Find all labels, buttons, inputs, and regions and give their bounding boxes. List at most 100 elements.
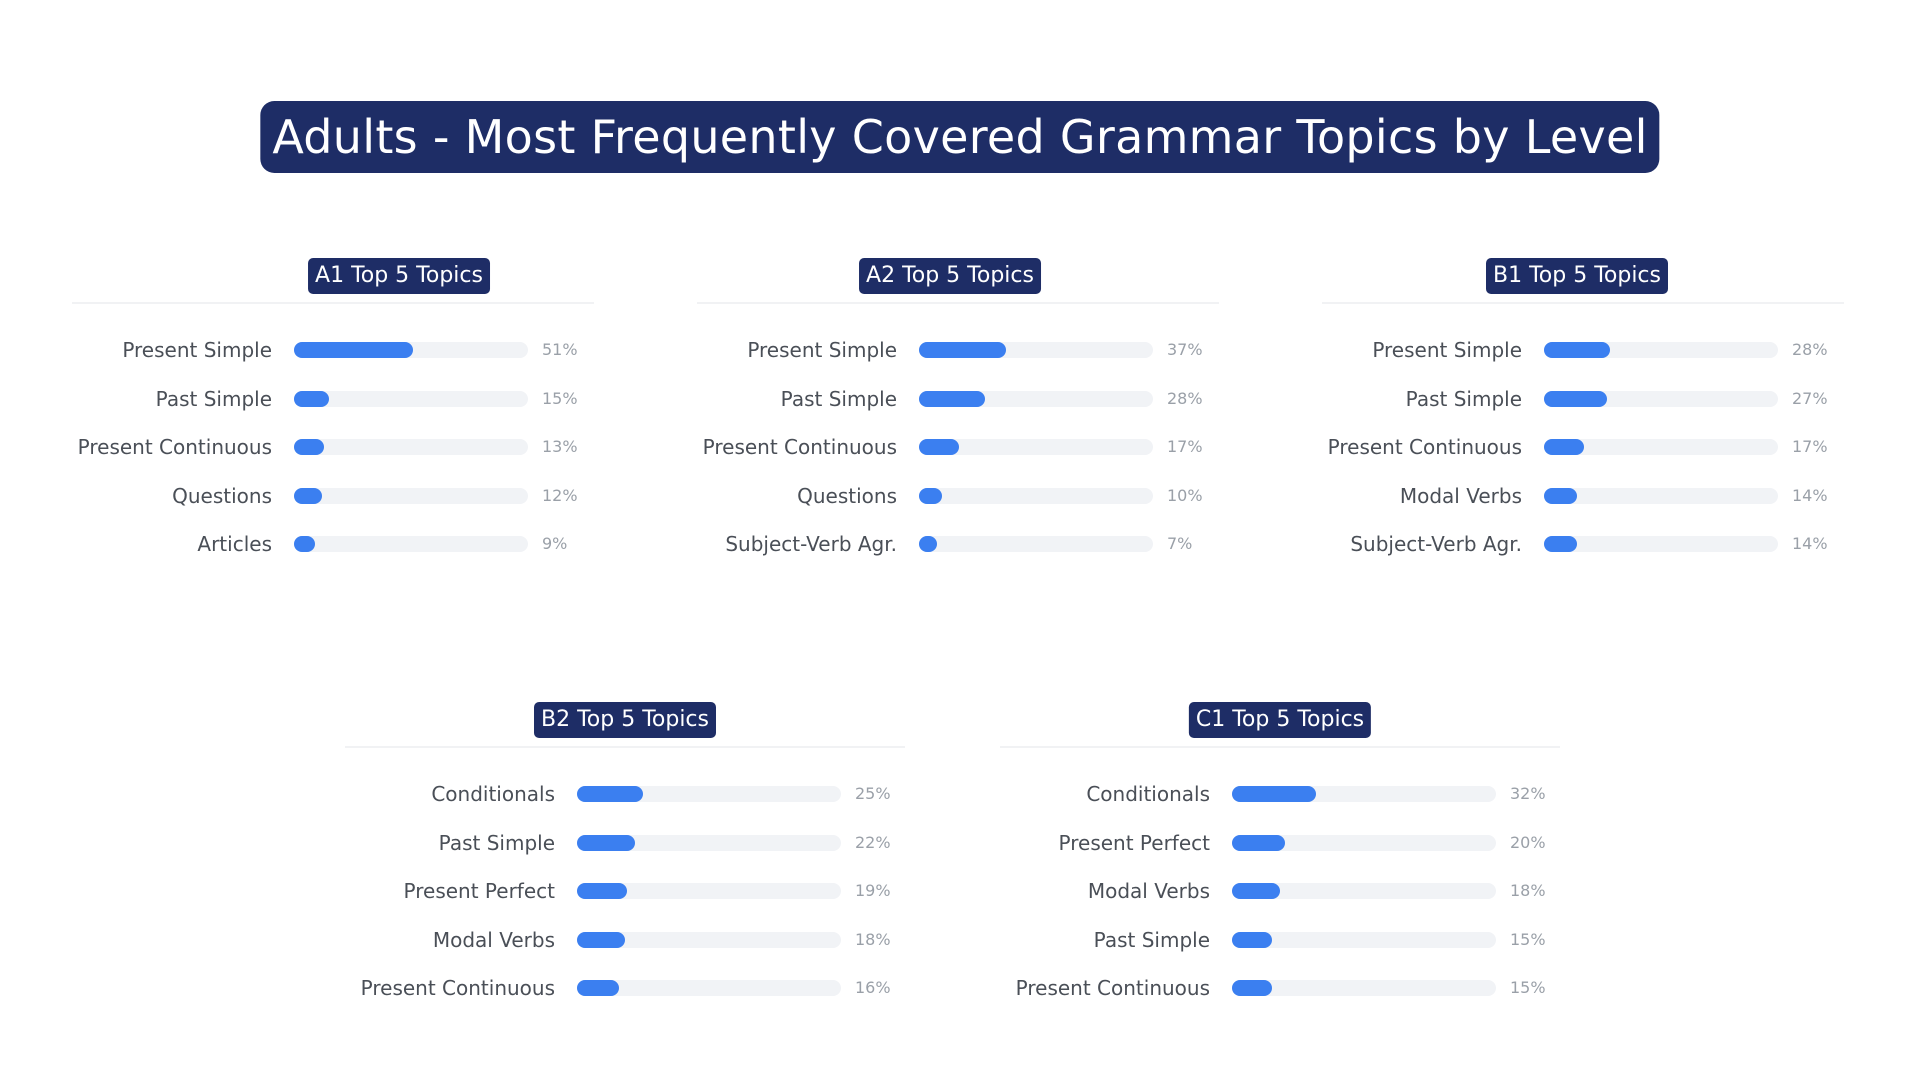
bar <box>577 786 643 802</box>
category-label: Past Simple <box>155 386 272 411</box>
chart-title: C1 Top 5 Topics <box>1188 702 1372 738</box>
value-label: 18% <box>1510 881 1546 900</box>
bar-track <box>577 834 841 851</box>
bar <box>294 439 325 455</box>
bar <box>577 834 636 851</box>
value-label: 13% <box>542 437 578 456</box>
bar <box>577 883 628 899</box>
bar-track <box>919 487 1153 504</box>
category-label: Present Continuous <box>77 435 272 459</box>
bar-row: Past Simple 15% <box>72 387 592 411</box>
bar-row: Past Simple 22% <box>345 831 905 855</box>
bar <box>294 390 330 407</box>
bar <box>577 931 625 948</box>
category-label: Present Simple <box>1372 338 1522 362</box>
value-label: 19% <box>855 881 891 900</box>
bar-row: Present Continuous 15% <box>1000 976 1560 1000</box>
category-label: Conditionals <box>431 782 555 806</box>
bar <box>919 439 959 455</box>
bar-track <box>1232 883 1496 899</box>
bar-track <box>294 342 528 358</box>
chart-divider <box>1322 302 1844 304</box>
bar-track <box>577 931 841 948</box>
value-label: 14% <box>1792 534 1828 553</box>
bar <box>1544 390 1608 407</box>
bar <box>1544 439 1584 455</box>
chart-panel: C1 Top 5 Topics Conditionals 32% Present Pe… <box>1000 702 1560 1032</box>
bar-row: Present Continuous 17% <box>1322 435 1842 459</box>
bar-track <box>294 439 528 455</box>
value-label: 17% <box>1792 437 1828 456</box>
category-label: Subject-Verb Agr. <box>725 532 897 556</box>
bar-row: Past Simple 27% <box>1322 387 1842 411</box>
bar-row: Present Continuous 17% <box>697 435 1217 459</box>
bar <box>1544 342 1610 358</box>
category-label: Conditionals <box>1086 782 1210 806</box>
value-label: 15% <box>542 388 578 408</box>
category-label: Present Continuous <box>1327 435 1522 459</box>
bar-track <box>577 786 841 802</box>
category-label: Past Simple <box>780 386 897 411</box>
bar-row: Modal Verbs 18% <box>1000 879 1560 903</box>
bar-row: Present Simple 28% <box>1322 338 1842 362</box>
value-label: 28% <box>1792 340 1828 359</box>
category-label: Modal Verbs <box>432 927 555 952</box>
chart-title: B1 Top 5 Topics <box>1486 258 1668 294</box>
value-label: 51% <box>542 340 578 359</box>
bar-track <box>919 439 1153 455</box>
bar-track <box>1232 931 1496 948</box>
category-label: Articles <box>197 532 272 556</box>
bar-row: Articles 9% <box>72 532 592 556</box>
bar-track <box>919 390 1153 407</box>
value-label: 7% <box>1167 534 1193 553</box>
bar-track <box>1544 487 1778 504</box>
bar-row: Conditionals 32% <box>1000 782 1560 806</box>
category-label: Past Simple <box>438 830 555 855</box>
value-label: 15% <box>1510 978 1546 997</box>
value-label: 17% <box>1167 437 1203 456</box>
category-label: Present Perfect <box>403 879 555 903</box>
value-label: 16% <box>855 978 891 997</box>
bar <box>1544 536 1577 552</box>
bar-track <box>1544 342 1778 358</box>
bar-row: Present Perfect 20% <box>1000 831 1560 855</box>
chart-title: A2 Top 5 Topics <box>859 258 1041 294</box>
value-label: 14% <box>1792 485 1828 505</box>
chart-divider <box>1000 746 1560 748</box>
bar <box>1232 883 1280 899</box>
category-label: Subject-Verb Agr. <box>1350 532 1522 556</box>
bar-track <box>294 487 528 504</box>
value-label: 20% <box>1510 832 1546 852</box>
bar-row: Subject-Verb Agr. 7% <box>697 532 1217 556</box>
bar-track <box>294 390 528 407</box>
bar <box>294 536 316 552</box>
chart-title: B2 Top 5 Topics <box>534 702 716 738</box>
bar-track <box>919 536 1153 552</box>
bar-row: Past Simple 28% <box>697 387 1217 411</box>
bar-track <box>1544 439 1778 455</box>
value-label: 25% <box>855 784 891 803</box>
bar <box>1232 786 1317 802</box>
chart-divider <box>72 302 594 304</box>
value-label: 18% <box>855 929 891 949</box>
bar-track <box>577 980 841 996</box>
bar <box>294 487 323 504</box>
bar <box>577 980 620 996</box>
category-label: Present Continuous <box>360 976 555 1000</box>
bar-track <box>1544 390 1778 407</box>
category-label: Modal Verbs <box>1399 483 1522 508</box>
bar <box>1544 487 1577 504</box>
bar-row: Present Continuous 13% <box>72 435 592 459</box>
chart-panel: B1 Top 5 Topics Present Simple 28% Past Sim… <box>1322 258 1844 588</box>
chart-panel: B2 Top 5 Topics Conditionals 25% Past Simpl… <box>345 702 905 1032</box>
bar <box>1232 931 1272 948</box>
category-label: Present Continuous <box>702 435 897 459</box>
category-label: Present Simple <box>122 338 272 362</box>
value-label: 37% <box>1167 340 1203 359</box>
bar-track <box>1232 980 1496 996</box>
chart-panel: A2 Top 5 Topics Present Simple 37% Past Sim… <box>697 258 1219 588</box>
bar-row: Conditionals 25% <box>345 782 905 806</box>
value-label: 15% <box>1510 929 1546 949</box>
category-label: Present Continuous <box>1015 976 1210 1000</box>
